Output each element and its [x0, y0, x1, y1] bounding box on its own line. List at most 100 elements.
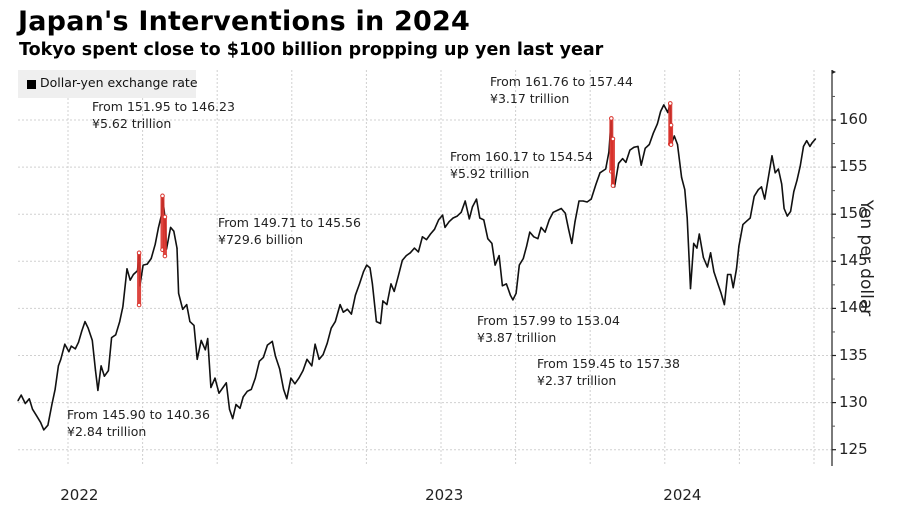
data-point — [786, 215, 788, 217]
data-point — [501, 285, 503, 287]
data-point — [35, 415, 38, 417]
data-point — [126, 268, 128, 270]
y-tick-label: 145 — [839, 251, 868, 270]
y-tick-label: 130 — [839, 392, 868, 411]
data-point — [390, 283, 392, 285]
data-point — [806, 140, 808, 142]
data-point — [732, 287, 734, 289]
data-point — [176, 247, 178, 249]
data-point — [749, 217, 751, 219]
data-point — [154, 243, 156, 245]
data-point — [676, 143, 679, 146]
data-point — [302, 369, 304, 372]
data-point — [186, 304, 188, 306]
data-point — [286, 398, 288, 400]
data-point — [590, 198, 592, 200]
data-point — [413, 247, 415, 249]
data-point — [40, 421, 42, 423]
data-point — [326, 342, 328, 344]
data-point — [693, 242, 695, 245]
data-point — [582, 200, 584, 202]
data-point — [218, 392, 220, 394]
legend: Dollar-yen exchange rate — [18, 70, 198, 98]
data-point — [767, 179, 769, 181]
data-point — [294, 383, 296, 385]
gridlines — [18, 70, 832, 466]
data-point — [475, 198, 478, 200]
axis-arrow-icon — [832, 70, 836, 74]
data-point — [442, 214, 444, 216]
intervention-end-marker — [136, 302, 142, 308]
annotation-oct21-2022: From 151.95 to 146.23 ¥5.62 trillion — [92, 98, 235, 132]
data-point — [471, 206, 474, 208]
data-point — [796, 179, 798, 181]
data-point — [652, 132, 654, 134]
annotation-range: From 145.90 to 140.36 — [67, 407, 210, 422]
data-point — [663, 104, 665, 106]
data-point — [544, 231, 546, 233]
data-point — [262, 356, 265, 358]
intervention-start-marker — [136, 250, 142, 256]
data-point — [330, 327, 332, 329]
data-point — [111, 337, 113, 339]
y-tick-label: 135 — [839, 345, 868, 364]
data-point — [702, 256, 704, 259]
data-point — [680, 176, 683, 179]
data-point — [571, 242, 573, 245]
data-point — [522, 257, 524, 260]
annotation-range: From 161.76 to 157.44 — [490, 74, 633, 89]
intervention-bars — [136, 101, 674, 308]
data-point — [169, 226, 172, 228]
data-point — [710, 252, 712, 254]
data-point — [115, 334, 117, 336]
annotation-amount: ¥5.92 trillion — [450, 166, 530, 181]
intervention-start-marker — [668, 122, 674, 128]
data-point — [696, 247, 698, 249]
data-point — [448, 221, 450, 223]
intervention-start-marker — [162, 214, 168, 220]
data-point — [366, 264, 368, 266]
data-point — [346, 308, 348, 310]
series-line-dollar-yen — [17, 102, 817, 431]
data-point — [452, 217, 454, 219]
data-point — [193, 324, 195, 326]
data-point — [540, 226, 542, 228]
data-point — [723, 304, 725, 306]
data-point — [735, 268, 738, 270]
data-point — [706, 266, 709, 268]
data-point — [525, 245, 528, 247]
data-point — [311, 365, 313, 367]
data-point — [742, 223, 744, 226]
data-point — [150, 257, 152, 260]
annotation-amount: ¥729.6 billion — [218, 232, 304, 247]
data-point — [70, 345, 72, 347]
annotation-range: From 160.17 to 154.54 — [450, 149, 593, 164]
data-point — [342, 311, 344, 313]
annotation-amount: ¥3.87 trillion — [477, 330, 557, 345]
intervention-start-marker — [160, 193, 165, 199]
annotation-jul11-2024: From 161.76 to 157.44 ¥3.17 trillion — [490, 73, 633, 107]
chart-subtitle: Tokyo spent close to $100 billion proppi… — [19, 40, 604, 60]
data-point — [738, 245, 740, 247]
data-point — [334, 320, 336, 323]
data-point — [713, 271, 715, 273]
data-point — [222, 386, 224, 389]
data-point — [235, 403, 237, 406]
y-axis-label: Yen per dollar — [856, 199, 876, 317]
data-point — [437, 219, 440, 221]
data-point — [258, 360, 260, 362]
data-point — [595, 183, 597, 185]
data-point — [529, 231, 531, 233]
data-point — [200, 339, 202, 342]
data-point — [753, 195, 755, 197]
x-tick-label: 2022 — [60, 486, 99, 504]
data-point — [586, 201, 588, 203]
annotation-may1-2024: From 157.99 to 153.04 ¥3.87 trillion — [477, 312, 620, 346]
data-point — [799, 165, 801, 167]
annotation-oct24-2022: From 149.71 to 145.56 ¥729.6 billion — [218, 214, 361, 248]
data-point — [802, 145, 805, 147]
data-point — [189, 320, 191, 323]
data-point — [393, 290, 395, 293]
data-point — [178, 292, 180, 294]
